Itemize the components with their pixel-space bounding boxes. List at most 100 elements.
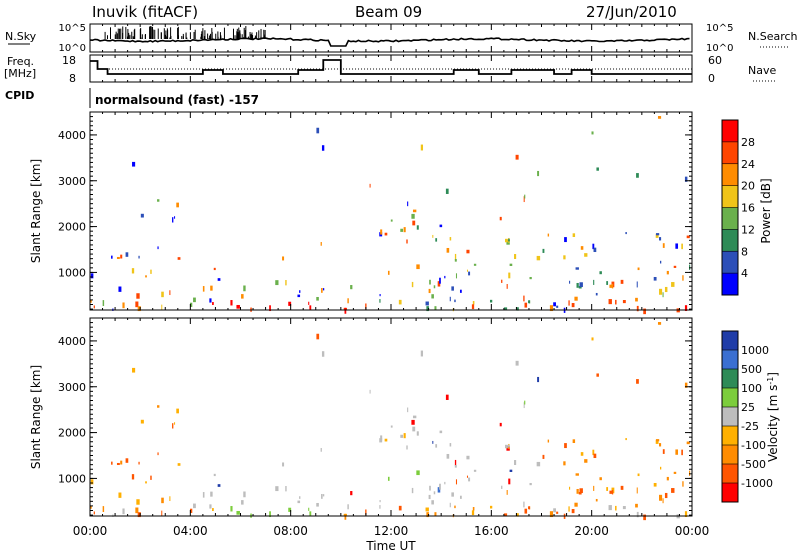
nave-tick-top: 60 [708, 54, 722, 67]
heatmap-cell [564, 237, 567, 243]
heatmap-cell [608, 299, 612, 305]
heatmap-cell [449, 296, 451, 302]
heatmap-cell [684, 382, 688, 388]
colorbar-segment [722, 120, 738, 142]
heatmap-cell [369, 389, 371, 394]
heatmap-cell [122, 508, 125, 515]
heatmap-cell [297, 500, 301, 504]
heatmap-cell [316, 333, 320, 340]
heatmap-cell [138, 255, 140, 259]
colorbar-segment [722, 163, 738, 186]
heatmap-cell [398, 505, 402, 511]
heatmap-cell [489, 505, 493, 509]
heatmap-cell [202, 492, 205, 498]
heatmap-cell [275, 486, 279, 492]
heatmap-cell [556, 511, 559, 514]
colorbar-segment [722, 141, 738, 164]
heatmap-cell [666, 476, 669, 481]
heatmap-cell [387, 270, 390, 275]
heatmap-cell [637, 473, 640, 477]
heatmap-cell [120, 254, 123, 259]
heatmap-cell [288, 301, 292, 306]
heatmap-cell [684, 176, 688, 182]
heatmap-cell [514, 254, 517, 260]
heatmap-cell [172, 423, 174, 429]
heatmap-cell [537, 376, 540, 383]
heatmap-cell [508, 444, 510, 448]
colorbar-segment [722, 251, 738, 274]
heatmap-cell [468, 477, 471, 482]
heatmap-cell [591, 337, 594, 341]
heatmap-cell [662, 498, 664, 504]
heatmap-cell [344, 513, 347, 520]
heatmap-cell [403, 227, 406, 233]
y-tick-label: 2000 [58, 427, 86, 440]
xaxis-tick-label: 16:00 [474, 524, 509, 538]
heatmap-cell [506, 284, 508, 289]
heatmap-cell [506, 240, 510, 245]
heatmap-cell [282, 256, 285, 261]
heatmap-cell [308, 507, 310, 511]
heatmap-cell [444, 481, 446, 485]
power-heatmap [90, 116, 691, 315]
xaxis-tick-label: 08:00 [273, 524, 308, 538]
heatmap-cell [439, 430, 443, 434]
heatmap-cell [553, 508, 556, 513]
heatmap-cell [437, 281, 441, 287]
heatmap-cell [433, 285, 436, 289]
nsearch-label: N.Search [748, 30, 798, 43]
colorbar-segment [722, 207, 738, 230]
heatmap-cell [471, 304, 475, 310]
heatmap-cell [445, 394, 449, 400]
heatmap-cell [636, 379, 639, 384]
heatmap-cell [400, 434, 404, 438]
heatmap-cell [655, 439, 659, 444]
heatmap-cell [549, 511, 554, 518]
heatmap-cell [132, 161, 136, 167]
heatmap-cell [426, 512, 429, 518]
heatmap-cell [666, 270, 669, 275]
heatmap-cell [236, 510, 240, 515]
velocity-colorbar: 1000 500 100 25 -25 -100 -500 -1000 [721, 330, 773, 503]
heatmap-cell [321, 288, 323, 293]
heatmap-cell [636, 173, 639, 178]
heatmap-cell [316, 296, 319, 301]
heatmap-cell [681, 449, 683, 456]
heatmap-cell [499, 422, 502, 427]
heatmap-cell [568, 300, 570, 306]
station-title: Inuvik (fitACF) [92, 3, 198, 21]
nsky-tick-top: 10^5 [59, 23, 86, 34]
heatmap-cell [537, 170, 540, 177]
heatmap-cell [568, 506, 570, 512]
velocity-y-axis: 1000 2000 3000 4000 [58, 322, 692, 516]
heatmap-cell [174, 216, 176, 219]
heatmap-cell [431, 500, 434, 505]
heatmap-cell [636, 487, 638, 494]
heatmap-cell [523, 501, 525, 508]
heatmap-cell [120, 460, 123, 465]
heatmap-cell [514, 460, 517, 466]
heatmap-cell [635, 503, 638, 508]
colorbar-tick-label: 24 [741, 158, 755, 171]
heatmap-cell [580, 246, 584, 250]
heatmap-cell [169, 290, 171, 296]
heatmap-cell [416, 470, 420, 476]
heatmap-cell [102, 506, 105, 512]
colorbar-tick-label: 100 [741, 382, 762, 395]
heatmap-cell [390, 219, 393, 222]
heatmap-cell [503, 513, 508, 517]
heatmap-cell [599, 477, 602, 481]
time-axis: 00:00 04:00 08:00 12:00 16:00 20:00 00:00 [73, 24, 709, 538]
heatmap-cell [193, 503, 196, 509]
heatmap-cell [400, 228, 404, 232]
y-tick-label: 2000 [58, 221, 86, 234]
heatmap-cell [606, 487, 609, 491]
heatmap-cell [285, 279, 287, 286]
heatmap-cell [269, 511, 271, 518]
colorbar-segment [722, 483, 738, 502]
heatmap-cell [682, 481, 684, 487]
heatmap-cell [412, 426, 416, 432]
heatmap-cell [434, 306, 437, 311]
colorbar-tick-label: 20 [741, 180, 755, 193]
heatmap-cell [412, 209, 417, 213]
